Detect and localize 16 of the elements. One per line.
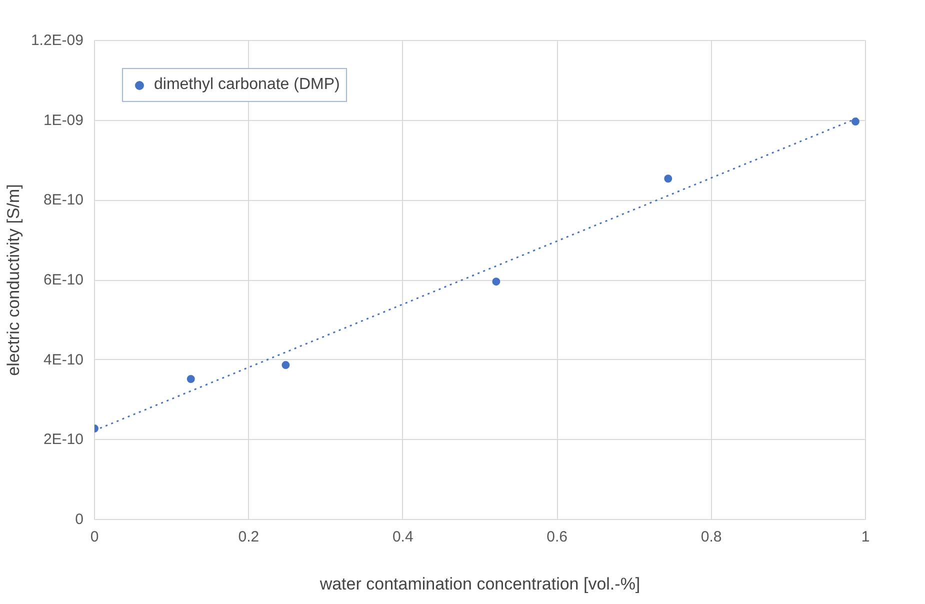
x-tick-label: 1 — [861, 528, 870, 546]
x-tick-label: 0.2 — [238, 528, 260, 546]
y-tick-label: 6E-10 — [43, 272, 84, 288]
x-tick-label: 0.6 — [546, 528, 568, 546]
y-tick-label: 0 — [75, 511, 84, 528]
x-tick-label: 0.4 — [392, 528, 414, 546]
y-tick-label: 4E-10 — [43, 351, 84, 368]
x-tick-label: 0.8 — [700, 528, 722, 546]
y-tick-label: 2E-10 — [43, 431, 84, 448]
x-axis-title: water contamination concentration [vol.-%] — [318, 574, 640, 594]
y-axis-title: electric conductivity [S/m] — [4, 184, 23, 376]
y-tick-label: 1E-09 — [43, 112, 84, 129]
legend-label: dimethyl carbonate (DMP) — [154, 76, 340, 94]
y-tick-label: 1.2E-09 — [30, 32, 84, 49]
y-tick-label: 8E-10 — [43, 192, 84, 209]
x-tick-label: 0 — [90, 528, 99, 546]
